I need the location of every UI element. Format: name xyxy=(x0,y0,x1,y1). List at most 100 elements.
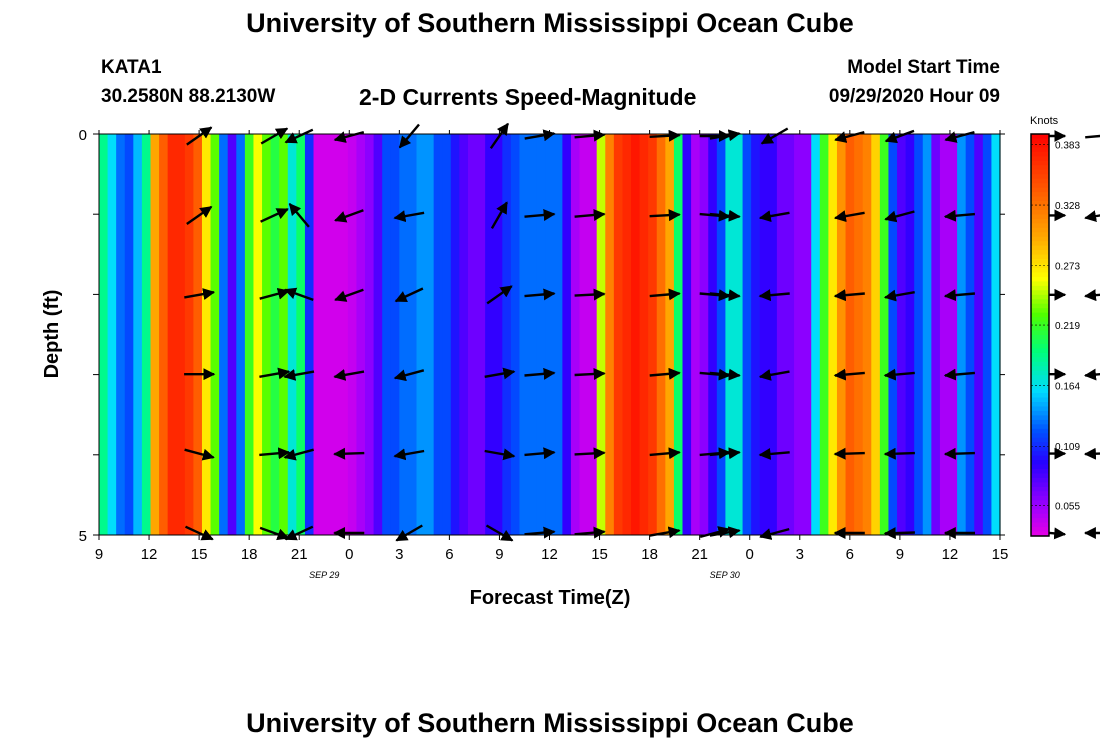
heatmap-cell xyxy=(811,134,821,535)
current-vector xyxy=(524,288,556,301)
colorbar-segment xyxy=(1031,250,1049,256)
colorbar-segment xyxy=(1031,469,1049,475)
heatmap-cell xyxy=(776,134,787,535)
heatmap-cell xyxy=(579,134,589,535)
heatmap-cell xyxy=(673,134,684,535)
colorbar-segment xyxy=(1031,370,1049,376)
date-label: SEP 30 xyxy=(710,570,740,580)
heatmap-cell xyxy=(682,134,692,535)
colorbar-segment xyxy=(1031,335,1049,341)
model-start-value: 09/29/2020 Hour 09 xyxy=(828,86,1000,107)
heatmap-cell xyxy=(124,134,134,535)
current-vector xyxy=(284,525,314,541)
current-vector xyxy=(883,527,915,540)
colorbar-segment xyxy=(1031,326,1049,332)
colorbar-segment xyxy=(1031,178,1049,184)
colorbar-segment xyxy=(1031,437,1049,443)
colorbar-segment xyxy=(1031,165,1049,171)
heatmap-cell xyxy=(802,134,812,535)
colorbar-segment xyxy=(1031,500,1049,506)
current-vector xyxy=(574,447,606,460)
x-tick-label: 15 xyxy=(591,546,608,563)
colorbar-segment xyxy=(1031,442,1049,448)
colorbar-segment xyxy=(1031,232,1049,238)
x-axis-label: Forecast Time(Z) xyxy=(470,587,631,609)
colorbar-segment xyxy=(1031,522,1049,528)
current-vector xyxy=(834,130,865,143)
colorbar-segment xyxy=(1031,348,1049,354)
colorbar-segment xyxy=(1031,285,1049,291)
current-vector xyxy=(394,287,424,303)
heatmap-cell xyxy=(99,134,109,535)
colorbar-segment xyxy=(1031,460,1049,466)
colorbar-segment xyxy=(1031,254,1049,260)
heatmap-cell xyxy=(493,134,503,535)
colorbar-segment xyxy=(1031,192,1049,198)
y-axis-label: Depth (ft) xyxy=(41,290,63,379)
colorbar-segment xyxy=(1031,361,1049,367)
colorbar-segment xyxy=(1031,138,1049,144)
y-tick-label: 0 xyxy=(79,127,87,144)
heatmap-cell xyxy=(733,134,744,535)
current-vector xyxy=(649,447,681,460)
heatmap-cell xyxy=(725,134,735,535)
colorbar-segment xyxy=(1031,397,1049,403)
heatmap-cell xyxy=(450,134,460,535)
current-vector xyxy=(709,368,741,381)
current-vector xyxy=(284,128,314,144)
current-vector xyxy=(833,447,865,460)
colorbar-segment xyxy=(1031,290,1049,296)
heatmap-cell xyxy=(459,134,469,535)
x-tick-label: 12 xyxy=(942,546,959,563)
colorbar-segment xyxy=(1031,482,1049,488)
colorbar-segment xyxy=(1031,464,1049,470)
colorbar-segment xyxy=(1031,317,1049,323)
heatmap-cell xyxy=(879,134,890,535)
heatmap-cell xyxy=(287,134,297,535)
station-id: KATA1 xyxy=(101,57,162,78)
colorbar-tick-label: 0.219 xyxy=(1055,321,1080,332)
current-vector xyxy=(883,368,915,381)
current-vector xyxy=(283,448,315,461)
heatmap-cell xyxy=(622,134,632,535)
heatmap-cell xyxy=(974,134,984,535)
heatmap-cell xyxy=(107,134,117,535)
colorbar-segment xyxy=(1031,142,1049,148)
colorbar-segment xyxy=(1031,357,1049,363)
x-tick-label: 9 xyxy=(896,546,904,563)
current-vector xyxy=(393,210,425,223)
footer-title: University of Southern Mississippi Ocean… xyxy=(246,708,854,738)
colorbar-segment xyxy=(1031,518,1049,524)
colorbar-segment xyxy=(1031,134,1049,140)
current-vector xyxy=(184,525,214,541)
heatmap-cell xyxy=(373,134,383,535)
colorbar-segment xyxy=(1031,419,1049,425)
colorbar-segment xyxy=(1031,393,1049,399)
heatmap-cell xyxy=(382,134,392,535)
current-vector xyxy=(288,202,310,228)
current-vector xyxy=(485,524,514,542)
x-tick-label: 9 xyxy=(495,546,503,563)
speed-heatmap xyxy=(99,134,1001,535)
date-label: SEP 29 xyxy=(309,570,339,580)
plot-title: 2-D Currents Speed-Magnitude xyxy=(359,84,697,110)
current-vector xyxy=(884,210,915,223)
current-vector xyxy=(333,130,365,143)
colorbar-segment xyxy=(1031,388,1049,394)
current-vector xyxy=(758,447,790,460)
current-vector xyxy=(333,369,365,381)
current-vector xyxy=(833,368,865,381)
x-tick-label: 6 xyxy=(445,546,453,563)
heatmap-cell xyxy=(116,134,126,535)
current-vector xyxy=(943,209,976,222)
colorbar-tick-label: 0.273 xyxy=(1055,262,1080,273)
station-coordinates: 30.2580N 88.2130W xyxy=(101,86,276,107)
current-vector xyxy=(259,526,290,541)
heatmap-cell xyxy=(751,134,761,535)
heatmap-cell xyxy=(253,134,263,535)
heatmap-cell xyxy=(270,134,280,535)
heatmap-cell xyxy=(210,134,220,535)
x-tick-label: 0 xyxy=(345,546,353,563)
heatmap-cell xyxy=(519,134,529,535)
heatmap-cell xyxy=(339,134,349,535)
